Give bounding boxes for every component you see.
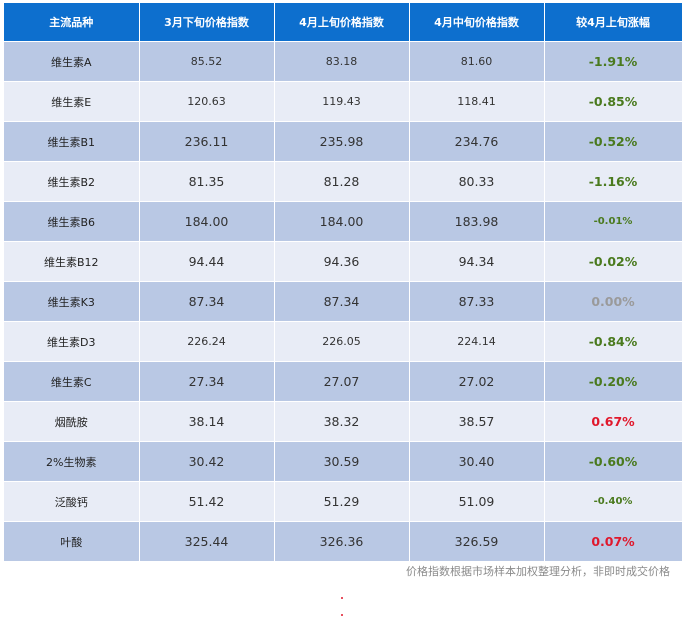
variety-cell: 维生素A xyxy=(4,41,140,82)
march-late-cell: 81.35 xyxy=(139,161,275,202)
april-early-cell: 326.36 xyxy=(274,521,410,561)
table-row: 维生素K3 87.34 87.34 87.33 0.00% xyxy=(4,281,683,322)
april-early-cell: 87.34 xyxy=(274,281,410,322)
april-mid-cell: 27.02 xyxy=(409,361,545,402)
april-early-cell: 226.05 xyxy=(274,321,410,362)
header-march-late: 3月下旬价格指数 xyxy=(139,3,275,42)
march-late-cell: 236.11 xyxy=(139,121,275,162)
change-cell: -0.60% xyxy=(544,441,683,482)
variety-cell: 维生素B1 xyxy=(4,121,140,162)
april-mid-cell: 234.76 xyxy=(409,121,545,162)
price-index-table-container: 主流品种 3月下旬价格指数 4月上旬价格指数 4月中旬价格指数 较4月上旬涨幅 … xyxy=(4,3,683,561)
april-early-cell: 51.29 xyxy=(274,481,410,522)
change-cell: 0.00% xyxy=(544,281,683,322)
change-cell: -0.40% xyxy=(544,481,683,522)
march-late-cell: 87.34 xyxy=(139,281,275,322)
march-late-cell: 94.44 xyxy=(139,241,275,282)
change-cell: -0.85% xyxy=(544,81,683,122)
variety-cell: 2%生物素 xyxy=(4,441,140,482)
march-late-cell: 38.14 xyxy=(139,401,275,442)
table-header-row: 主流品种 3月下旬价格指数 4月上旬价格指数 4月中旬价格指数 较4月上旬涨幅 xyxy=(4,3,683,42)
march-late-cell: 120.63 xyxy=(139,81,275,122)
change-cell: -0.84% xyxy=(544,321,683,362)
march-late-cell: 325.44 xyxy=(139,521,275,561)
header-variety: 主流品种 xyxy=(4,3,140,42)
variety-cell: 泛酸钙 xyxy=(4,481,140,522)
table-row: 维生素D3 226.24 226.05 224.14 -0.84% xyxy=(4,321,683,362)
april-mid-cell: 87.33 xyxy=(409,281,545,322)
table-row: 维生素B1 236.11 235.98 234.76 -0.52% xyxy=(4,121,683,162)
change-cell: -0.52% xyxy=(544,121,683,162)
table-row: 维生素C 27.34 27.07 27.02 -0.20% xyxy=(4,361,683,402)
change-cell: -0.20% xyxy=(544,361,683,402)
footnote: 价格指数根据市场样本加权整理分析，非即时成交价格 xyxy=(406,565,670,578)
table-row: 维生素A 85.52 83.18 81.60 -1.91% xyxy=(4,41,683,82)
table-row: 烟酰胺 38.14 38.32 38.57 0.67% xyxy=(4,401,683,442)
table-row: 维生素B2 81.35 81.28 80.33 -1.16% xyxy=(4,161,683,202)
april-mid-cell: 81.60 xyxy=(409,41,545,82)
april-early-cell: 235.98 xyxy=(274,121,410,162)
march-late-cell: 226.24 xyxy=(139,321,275,362)
variety-cell: 维生素B2 xyxy=(4,161,140,202)
table-body: 维生素A 85.52 83.18 81.60 -1.91% 维生素E 120.63 119.4… xyxy=(4,41,683,561)
table-row: 维生素E 120.63 119.43 118.41 -0.85% xyxy=(4,81,683,122)
april-mid-cell: 118.41 xyxy=(409,81,545,122)
march-late-cell: 51.42 xyxy=(139,481,275,522)
april-mid-cell: 94.34 xyxy=(409,241,545,282)
april-early-cell: 27.07 xyxy=(274,361,410,402)
change-cell: -1.91% xyxy=(544,41,683,82)
april-early-cell: 30.59 xyxy=(274,441,410,482)
change-cell: -0.02% xyxy=(544,241,683,282)
decorative-dot-1 xyxy=(341,597,343,599)
variety-cell: 叶酸 xyxy=(4,521,140,561)
april-mid-cell: 30.40 xyxy=(409,441,545,482)
variety-cell: 烟酰胺 xyxy=(4,401,140,442)
change-cell: -1.16% xyxy=(544,161,683,202)
april-early-cell: 81.28 xyxy=(274,161,410,202)
april-early-cell: 94.36 xyxy=(274,241,410,282)
variety-cell: 维生素B12 xyxy=(4,241,140,282)
april-mid-cell: 38.57 xyxy=(409,401,545,442)
variety-cell: 维生素E xyxy=(4,81,140,122)
march-late-cell: 184.00 xyxy=(139,201,275,242)
april-mid-cell: 80.33 xyxy=(409,161,545,202)
header-change: 较4月上旬涨幅 xyxy=(544,3,683,42)
table-row: 2%生物素 30.42 30.59 30.40 -0.60% xyxy=(4,441,683,482)
april-early-cell: 38.32 xyxy=(274,401,410,442)
april-early-cell: 119.43 xyxy=(274,81,410,122)
header-april-early: 4月上旬价格指数 xyxy=(274,3,410,42)
table-row: 泛酸钙 51.42 51.29 51.09 -0.40% xyxy=(4,481,683,522)
march-late-cell: 30.42 xyxy=(139,441,275,482)
change-cell: -0.01% xyxy=(544,201,683,242)
april-mid-cell: 326.59 xyxy=(409,521,545,561)
april-early-cell: 184.00 xyxy=(274,201,410,242)
march-late-cell: 27.34 xyxy=(139,361,275,402)
variety-cell: 维生素C xyxy=(4,361,140,402)
april-mid-cell: 183.98 xyxy=(409,201,545,242)
april-mid-cell: 51.09 xyxy=(409,481,545,522)
variety-cell: 维生素K3 xyxy=(4,281,140,322)
header-april-mid: 4月中旬价格指数 xyxy=(409,3,545,42)
april-early-cell: 83.18 xyxy=(274,41,410,82)
table-row: 叶酸 325.44 326.36 326.59 0.07% xyxy=(4,521,683,561)
change-cell: 0.07% xyxy=(544,521,683,561)
march-late-cell: 85.52 xyxy=(139,41,275,82)
variety-cell: 维生素D3 xyxy=(4,321,140,362)
change-cell: 0.67% xyxy=(544,401,683,442)
price-index-table: 主流品种 3月下旬价格指数 4月上旬价格指数 4月中旬价格指数 较4月上旬涨幅 … xyxy=(4,3,683,561)
decorative-dot-2 xyxy=(341,614,343,616)
variety-cell: 维生素B6 xyxy=(4,201,140,242)
table-row: 维生素B6 184.00 184.00 183.98 -0.01% xyxy=(4,201,683,242)
table-row: 维生素B12 94.44 94.36 94.34 -0.02% xyxy=(4,241,683,282)
april-mid-cell: 224.14 xyxy=(409,321,545,362)
